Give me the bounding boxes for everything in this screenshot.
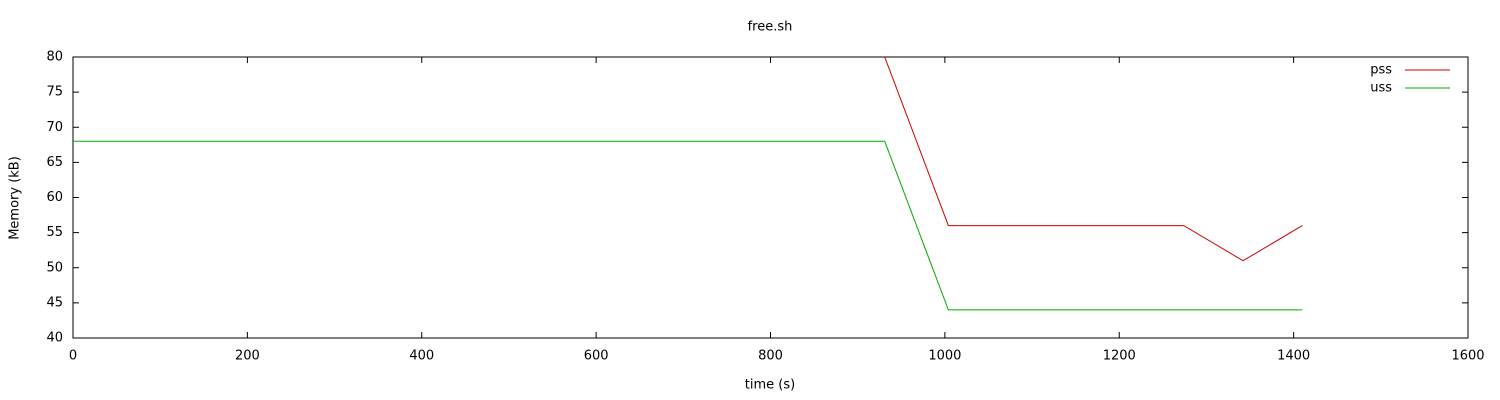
x-tick-label: 800 <box>758 349 783 364</box>
y-tick-label: 80 <box>46 50 63 65</box>
y-tick-label: 55 <box>46 225 63 240</box>
y-tick-label: 60 <box>46 190 63 205</box>
x-tick-label: 400 <box>409 349 434 364</box>
x-tick-label: 1000 <box>928 349 961 364</box>
series-line <box>884 56 1303 262</box>
x-axis-label: time (s) <box>745 378 795 393</box>
chart-title: free.sh <box>748 20 793 35</box>
y-tick-label: 40 <box>46 331 63 346</box>
plot-border <box>72 56 1469 339</box>
x-tick-label: 1600 <box>1451 349 1484 364</box>
legend-label: pss <box>1370 63 1392 78</box>
y-tick-label: 70 <box>46 120 63 135</box>
y-tick-label: 45 <box>46 295 63 310</box>
x-tick-label: 0 <box>69 349 77 364</box>
y-axis-label: Memory (kB) <box>8 156 23 240</box>
x-tick-label: 1200 <box>1103 349 1136 364</box>
x-tick-label: 1400 <box>1277 349 1310 364</box>
series-line <box>73 140 1303 311</box>
y-tick-label: 75 <box>46 85 63 100</box>
legend-label: uss <box>1370 81 1392 96</box>
y-tick-label: 50 <box>46 260 63 275</box>
x-tick-label: 600 <box>584 349 609 364</box>
x-tick-label: 200 <box>235 349 260 364</box>
y-tick-label: 65 <box>46 155 63 170</box>
